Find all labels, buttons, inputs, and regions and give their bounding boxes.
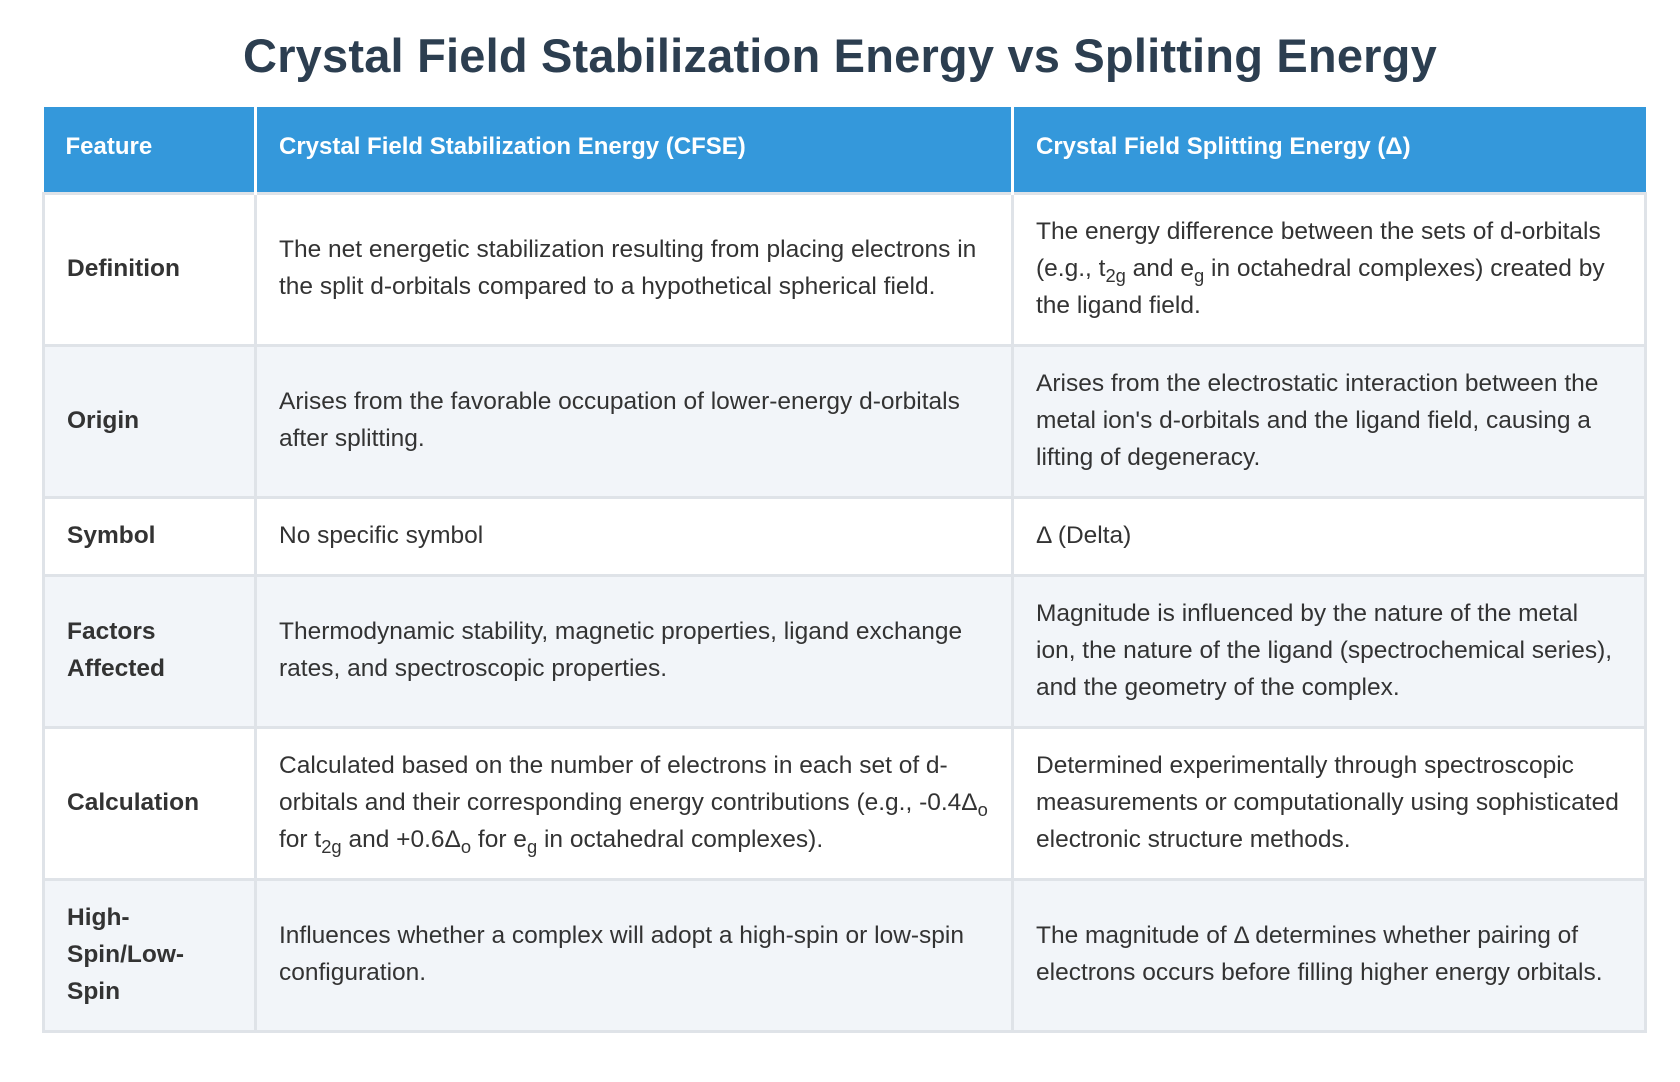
cfse-cell: No specific symbol	[254, 495, 1014, 577]
cfse-cell: Arises from the favorable occupation of …	[254, 343, 1014, 499]
header-splitting: Crystal Field Splitting Energy (Δ)	[1012, 107, 1646, 193]
table-row: High-Spin/Low-Spin Influences whether a …	[42, 877, 1647, 1033]
cfse-cell: Thermodynamic stability, magnetic proper…	[254, 573, 1014, 729]
row-feature: Calculation	[42, 725, 257, 881]
table-row: Definition The net energetic stabilizati…	[42, 191, 1647, 347]
row-feature: Symbol	[42, 495, 257, 577]
row-feature: Definition	[42, 191, 257, 347]
cfse-cell: The net energetic stabilization resultin…	[254, 191, 1014, 347]
splitting-cell: Magnitude is influenced by the nature of…	[1011, 573, 1647, 729]
table-row: Calculation Calculated based on the numb…	[42, 725, 1647, 881]
row-feature: Origin	[42, 343, 257, 499]
cfse-cell: Influences whether a complex will adopt …	[254, 877, 1014, 1033]
table-header-row: Feature Crystal Field Stabilization Ener…	[43, 107, 1646, 193]
page-title: Crystal Field Stabilization Energy vs Sp…	[243, 29, 1437, 82]
table-row: Factors Affected Thermodynamic stability…	[42, 573, 1647, 729]
header-cfse: Crystal Field Stabilization Energy (CFSE…	[255, 107, 1014, 193]
splitting-cell: Δ (Delta)	[1011, 495, 1647, 577]
header-feature: Feature	[43, 107, 257, 193]
row-feature: Factors Affected	[42, 573, 257, 729]
table-row: Symbol No specific symbol Δ (Delta)	[42, 495, 1647, 577]
cfse-cell: Calculated based on the number of electr…	[254, 725, 1014, 881]
splitting-cell: Determined experimentally through spectr…	[1011, 725, 1647, 881]
splitting-cell: Arises from the electrostatic interactio…	[1011, 343, 1647, 499]
splitting-cell: The energy difference between the sets o…	[1011, 191, 1647, 347]
table-row: Origin Arises from the favorable occupat…	[42, 343, 1647, 499]
comparison-table: Feature Crystal Field Stabilization Ener…	[42, 107, 1647, 1033]
splitting-cell: The magnitude of Δ determines whether pa…	[1011, 877, 1647, 1033]
row-feature: High-Spin/Low-Spin	[42, 877, 257, 1033]
